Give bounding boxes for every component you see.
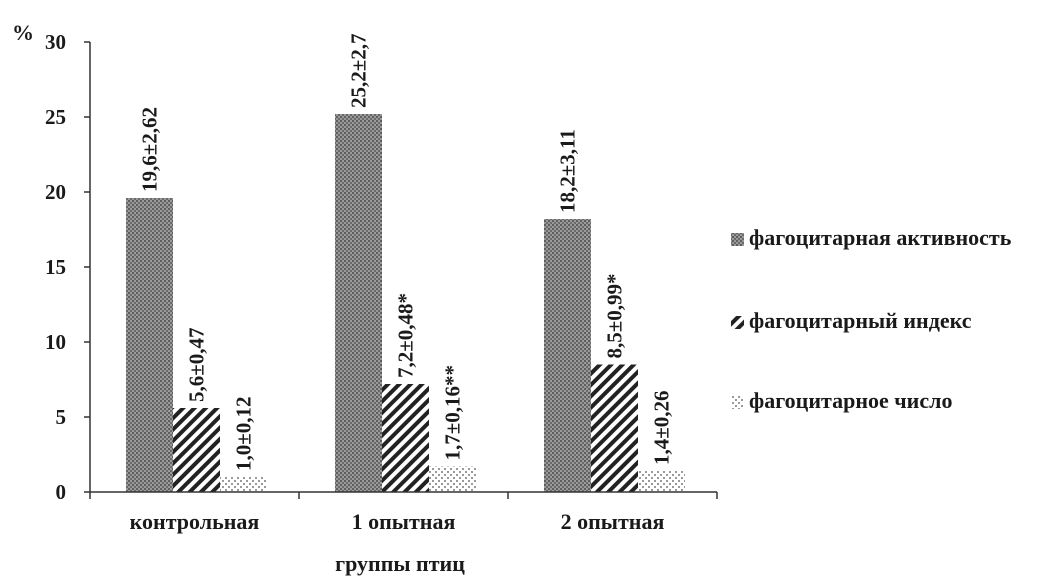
x-axis: контрольная 1 опытная 2 опытная	[89, 491, 718, 534]
bar	[591, 364, 638, 492]
bar	[382, 384, 429, 492]
y-tick-label: 20	[45, 180, 66, 204]
bar	[220, 477, 267, 492]
data-label: 19,6±2,62	[138, 107, 162, 192]
legend-swatch	[731, 233, 744, 246]
y-axis-title: %	[12, 20, 34, 45]
bar	[126, 198, 173, 492]
bar	[335, 114, 382, 492]
y-tick-label: 15	[45, 255, 66, 279]
data-label: 1,4±0,26	[650, 390, 674, 465]
bars-group	[126, 114, 685, 492]
y-tick-label: 10	[45, 330, 66, 354]
legend: фагоцитарная активность фагоцитарный инде…	[731, 225, 1012, 413]
data-label: 1,0±0,12	[232, 396, 256, 471]
data-label: 8,5±0,99*	[603, 273, 627, 358]
x-axis-title: группы птиц	[335, 551, 465, 576]
bar	[173, 408, 220, 492]
data-labels-group: 19,6±2,62 5,6±0,47 1,0±0,12 25,2±2,7 7,2±0,4…	[138, 33, 674, 471]
legend-label: фагоцитарный индекс	[749, 308, 972, 333]
bar	[429, 466, 476, 492]
category-label: 2 опытная	[561, 509, 665, 534]
legend-label: фагоцитарное число	[749, 388, 952, 413]
y-tick-label: 30	[45, 30, 66, 54]
data-label: 7,2±0,48*	[394, 293, 418, 378]
y-tick-label: 5	[56, 405, 67, 429]
y-tick-label: 25	[45, 105, 66, 129]
data-label: 1,7±0,16**	[441, 365, 465, 461]
data-label: 25,2±2,7	[347, 33, 371, 108]
legend-swatch	[731, 316, 744, 329]
y-tick-label: 0	[56, 480, 67, 504]
data-label: 18,2±3,11	[556, 129, 580, 213]
category-label: 1 опытная	[352, 509, 456, 534]
data-label: 5,6±0,47	[185, 327, 209, 402]
bar	[544, 219, 591, 492]
legend-swatch	[731, 396, 744, 409]
category-label: контрольная	[130, 509, 260, 534]
y-axis: 0 5 10 15 20 25 30	[45, 30, 91, 504]
legend-label: фагоцитарная активность	[749, 225, 1012, 250]
bar	[638, 471, 685, 492]
